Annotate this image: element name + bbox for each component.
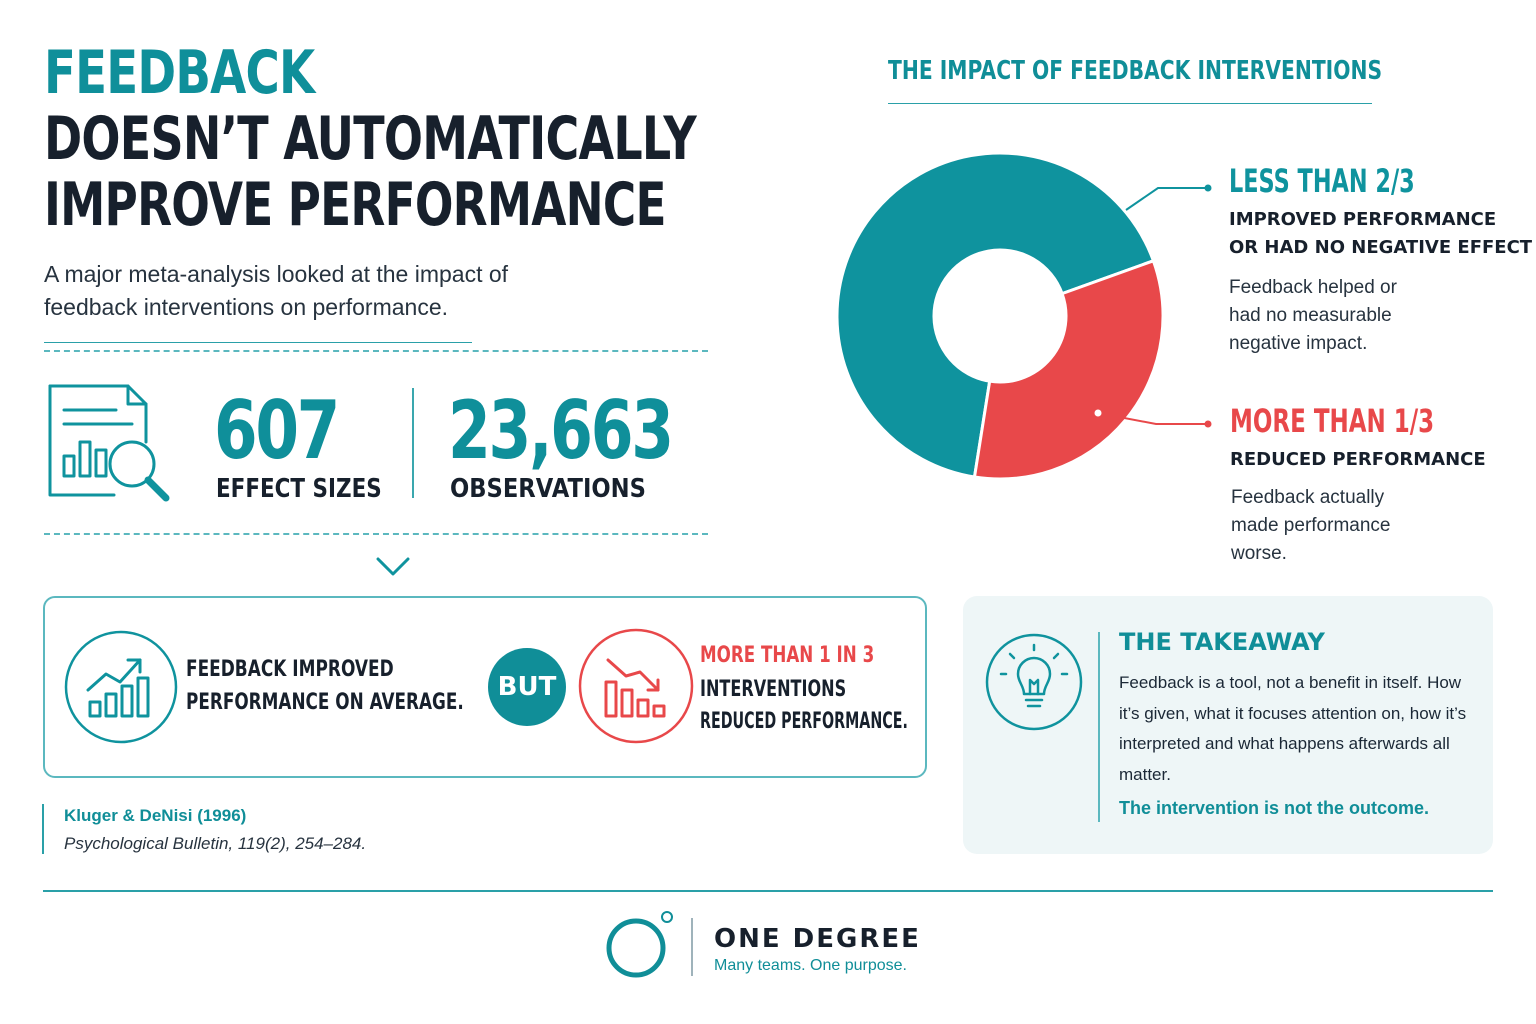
falling-chart-icon	[578, 628, 694, 744]
comparison-right-line-2: INTERVENTIONS	[700, 677, 847, 702]
leader-dot-reduced	[1204, 420, 1212, 428]
leader-anchor-reduced	[1094, 409, 1102, 417]
leader-line-reduced	[1097, 412, 1208, 425]
slice-improved-subtitle-1: IMPROVED PERFORMANCE	[1229, 209, 1497, 230]
donut-slice-improved	[835, 151, 1156, 479]
donut-chart	[835, 151, 1212, 481]
intro-underline	[44, 342, 472, 343]
brand-tagline: Many teams. One purpose.	[714, 957, 907, 974]
stats-divider	[412, 388, 414, 498]
takeaway-body: Feedback is a tool, not a benefit in its…	[1119, 673, 1467, 784]
comparison-box	[43, 596, 927, 778]
stat-observations-number: 23,663	[448, 384, 674, 477]
takeaway-bar	[1098, 632, 1100, 822]
slice-improved-subtitle-2: OR HAD NO NEGATIVE EFFECT	[1229, 237, 1533, 258]
slice-reduced-description: Feedback actually made performance worse…	[1231, 487, 1391, 564]
slice-improved-description: Feedback helped or had no measurable neg…	[1229, 277, 1397, 354]
leader-dot-improved	[1204, 184, 1212, 192]
headline-line-1: FEEDBACK	[44, 38, 315, 108]
stats-bottom-divider	[44, 533, 708, 535]
footer-separator	[691, 918, 693, 976]
citation-authors: Kluger & DeNisi (1996)	[64, 806, 247, 825]
stat-effect-sizes-label: EFFECT SIZES	[216, 474, 382, 504]
rising-chart-icon	[64, 630, 178, 744]
brand-name: ONE DEGREE	[714, 924, 921, 954]
leader-line-improved	[1125, 187, 1208, 211]
one-degree-logo-icon	[606, 911, 673, 978]
stats-top-divider	[44, 350, 708, 352]
comparison-right-line-3: REDUCED PERFORMANCE.	[700, 709, 908, 734]
chart-title-underline	[888, 103, 1372, 104]
footer-divider	[43, 890, 1493, 892]
but-badge: BUT	[488, 648, 566, 726]
comparison-left-line-1: FEEDBACK IMPROVED	[186, 657, 394, 682]
slice-reduced-label: MORE THAN 1/3	[1230, 402, 1435, 440]
donut-slice-reduced	[972, 258, 1165, 481]
takeaway-title: THE TAKEAWAY	[1119, 628, 1325, 656]
headline-line-3: IMPROVE PERFORMANCE	[44, 170, 666, 240]
slice-reduced-subtitle-1: REDUCED PERFORMANCE	[1230, 449, 1486, 470]
comparison-right-line-1: MORE THAN 1 IN 3	[700, 643, 875, 668]
citation-journal: Psychological Bulletin, 119(2), 254–284.	[64, 834, 367, 853]
lightbulb-icon	[985, 633, 1083, 731]
slice-improved-label: LESS THAN 2/3	[1229, 162, 1415, 200]
stat-observations-label: OBSERVATIONS	[450, 474, 646, 504]
comparison-left-line-2: PERFORMANCE ON AVERAGE.	[186, 690, 464, 715]
stat-effect-sizes-number: 607	[214, 384, 340, 477]
headline-line-2: DOESN’T AUTOMATICALLY	[44, 104, 697, 174]
citation-bar	[42, 804, 44, 854]
document-chart-magnifier-icon	[48, 384, 170, 502]
but-label: BUT	[497, 672, 557, 702]
intro-text: A major meta-analysis looked at the impa…	[44, 261, 509, 320]
chart-title: THE IMPACT OF FEEDBACK INTERVENTIONS	[888, 56, 1383, 86]
takeaway-punchline: The intervention is not the outcome.	[1119, 798, 1430, 818]
chevron-down-icon	[376, 557, 410, 576]
